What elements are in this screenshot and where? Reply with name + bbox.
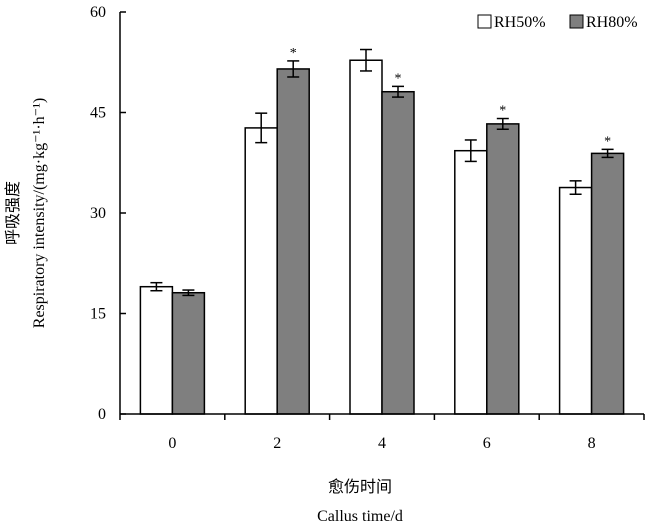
- y-tick-label: 15: [90, 306, 106, 323]
- legend-label-rh50: RH50%: [494, 14, 546, 31]
- significance-star: *: [604, 134, 611, 149]
- y-tick-label: 45: [90, 105, 106, 122]
- y-tick-label: 0: [98, 406, 106, 423]
- bar-rh80-0: [171, 291, 206, 415]
- y-axis-title-en: Respiratory intensity/(mg·kg⁻¹·h⁻¹): [31, 98, 48, 328]
- bar-rh50-0: [139, 285, 174, 415]
- x-tick-label: 2: [273, 435, 281, 452]
- plot-area: * * * *: [139, 46, 625, 415]
- bar-rh80-8: [590, 152, 625, 415]
- significance-star: *: [499, 104, 506, 119]
- bar-rh80-2: [276, 68, 310, 415]
- significance-star: *: [395, 71, 402, 86]
- x-axis-title-cn: 愈伤时间: [328, 478, 392, 496]
- y-ticks: 0 15 30 45 60: [90, 4, 126, 423]
- bar-rh50-2: [244, 127, 278, 415]
- x-tick-label: 4: [378, 435, 386, 452]
- bar-rh50-6: [454, 149, 488, 415]
- legend-label-rh80: RH80%: [586, 14, 638, 31]
- bar-rh50-4: [349, 59, 383, 415]
- x-ticks: 0 2 4 6 8: [119, 414, 645, 452]
- legend-swatch-rh80: [569, 14, 584, 29]
- legend-swatch-rh50: [477, 14, 492, 29]
- x-tick-label: 6: [483, 435, 491, 452]
- bar-rh80-6: [486, 123, 520, 415]
- bar-rh50-8: [558, 186, 593, 415]
- y-tick-label: 30: [90, 205, 106, 222]
- significance-star: *: [290, 46, 297, 61]
- bar-rh80-4: [381, 90, 415, 415]
- x-tick-label: 0: [168, 435, 176, 452]
- legend: RH50% RH80%: [477, 14, 638, 31]
- y-tick-label: 60: [90, 4, 106, 21]
- x-tick-label: 8: [588, 435, 596, 452]
- x-axis-title-en: Callus time/d: [317, 508, 403, 525]
- y-axis-title-cn: 呼吸强度: [4, 181, 22, 245]
